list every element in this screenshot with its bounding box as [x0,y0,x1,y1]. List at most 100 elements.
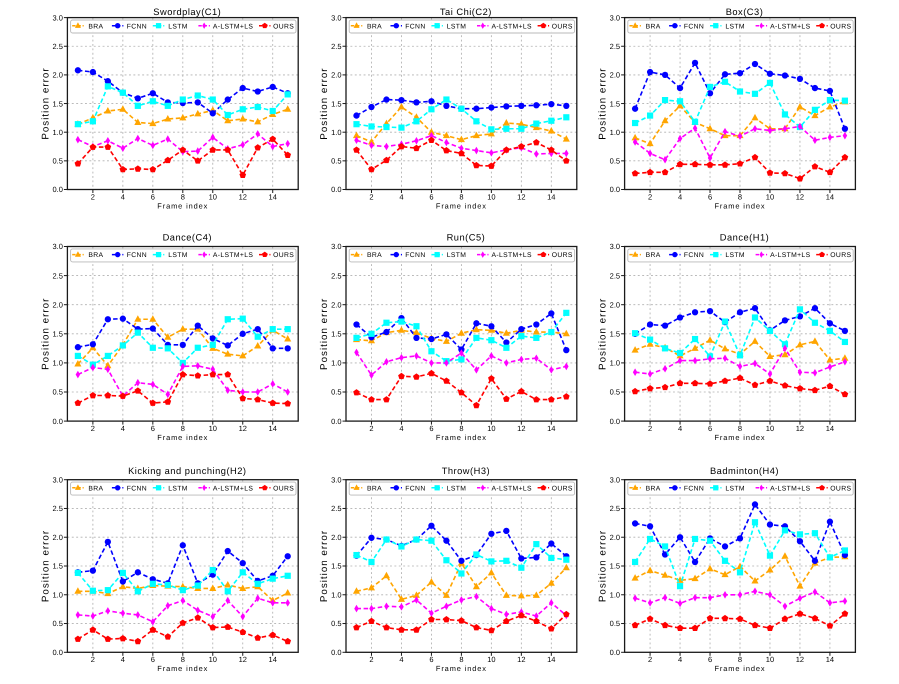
svg-text:1.0: 1.0 [52,128,62,137]
svg-text:1.0: 1.0 [610,590,620,599]
svg-text:Kicking and punching(H2): Kicking and punching(H2) [128,466,246,476]
svg-text:8: 8 [459,424,463,433]
svg-text:1.0: 1.0 [610,359,620,368]
svg-text:Frame index: Frame index [436,201,487,210]
svg-text:Frame index: Frame index [715,433,766,442]
svg-text:0.0: 0.0 [52,648,62,657]
svg-text:BRA: BRA [88,23,103,30]
svg-text:3.0: 3.0 [52,13,62,22]
svg-text:2.5: 2.5 [331,271,341,280]
svg-text:6: 6 [151,655,155,664]
svg-text:FCNN: FCNN [405,252,425,259]
svg-text:10: 10 [209,192,217,201]
svg-text:2.5: 2.5 [331,504,341,513]
svg-text:6: 6 [708,424,712,433]
svg-text:0.0: 0.0 [331,417,341,426]
svg-text:1.5: 1.5 [610,99,620,108]
svg-text:FCNN: FCNN [127,23,147,30]
svg-text:Badminton(H4): Badminton(H4) [710,466,779,476]
svg-text:2.5: 2.5 [610,504,620,513]
svg-text:14: 14 [269,424,277,433]
svg-text:BRA: BRA [88,252,103,259]
svg-text:12: 12 [796,424,804,433]
svg-text:OURS: OURS [273,252,294,259]
svg-text:1.5: 1.5 [331,99,341,108]
svg-text:8: 8 [738,424,742,433]
svg-text:12: 12 [239,655,247,664]
svg-text:12: 12 [517,192,525,201]
svg-text:8: 8 [459,192,463,201]
svg-text:1.5: 1.5 [52,99,62,108]
svg-text:14: 14 [826,192,834,201]
svg-text:2.5: 2.5 [610,271,620,280]
svg-text:8: 8 [459,655,463,664]
svg-text:LSTM: LSTM [725,23,745,30]
svg-text:12: 12 [239,424,247,433]
svg-text:2.5: 2.5 [331,42,341,51]
svg-text:Frame index: Frame index [157,201,208,210]
svg-text:Position error: Position error [40,67,51,139]
svg-text:Frame index: Frame index [715,201,766,210]
svg-text:A-LSTM+LS: A-LSTM+LS [770,485,810,492]
svg-text:LSTM: LSTM [168,485,188,492]
svg-text:10: 10 [766,192,774,201]
svg-text:2.5: 2.5 [610,42,620,51]
svg-text:Position error: Position error [40,298,51,370]
svg-text:0.0: 0.0 [610,417,620,426]
svg-text:BRA: BRA [646,485,661,492]
svg-text:OURS: OURS [552,252,573,259]
svg-text:1.0: 1.0 [610,128,620,137]
svg-text:OURS: OURS [830,23,851,30]
svg-text:LSTM: LSTM [447,485,467,492]
svg-text:8: 8 [181,424,185,433]
svg-text:8: 8 [181,655,185,664]
svg-text:2.0: 2.0 [331,533,341,542]
svg-text:0.0: 0.0 [331,648,341,657]
svg-text:10: 10 [766,655,774,664]
svg-text:Position error: Position error [319,298,330,370]
svg-text:14: 14 [826,424,834,433]
svg-text:3.0: 3.0 [331,242,341,251]
svg-text:0.5: 0.5 [331,388,341,397]
svg-text:12: 12 [517,424,525,433]
svg-text:1.5: 1.5 [331,330,341,339]
svg-text:4: 4 [678,192,682,201]
svg-text:Dance(H1): Dance(H1) [720,233,769,243]
svg-text:OURS: OURS [552,485,573,492]
svg-text:OURS: OURS [830,252,851,259]
svg-text:2: 2 [369,655,373,664]
svg-text:BRA: BRA [367,252,382,259]
svg-text:2.0: 2.0 [610,533,620,542]
svg-text:3.0: 3.0 [331,475,341,484]
svg-text:0.5: 0.5 [331,157,341,166]
svg-text:12: 12 [796,192,804,201]
svg-text:1.5: 1.5 [610,562,620,571]
svg-text:1.0: 1.0 [52,590,62,599]
svg-text:A-LSTM+LS: A-LSTM+LS [492,485,532,492]
svg-text:4: 4 [399,424,403,433]
svg-text:Position error: Position error [598,530,609,602]
svg-text:Box(C3): Box(C3) [726,7,764,17]
svg-text:A-LSTM+LS: A-LSTM+LS [492,252,532,259]
svg-text:LSTM: LSTM [168,23,188,30]
svg-text:2: 2 [648,424,652,433]
svg-text:2.0: 2.0 [331,71,341,80]
svg-text:Swordplay(C1): Swordplay(C1) [153,7,221,17]
svg-text:1.0: 1.0 [52,359,62,368]
svg-text:4: 4 [121,192,125,201]
svg-text:A-LSTM+LS: A-LSTM+LS [770,252,810,259]
svg-text:4: 4 [399,192,403,201]
svg-text:0.5: 0.5 [52,619,62,628]
svg-text:OURS: OURS [273,485,294,492]
svg-text:6: 6 [429,655,433,664]
svg-text:1.5: 1.5 [52,562,62,571]
svg-text:FCNN: FCNN [684,485,704,492]
svg-text:14: 14 [269,655,277,664]
svg-text:Dance(C4): Dance(C4) [163,233,212,243]
svg-text:0.0: 0.0 [52,417,62,426]
svg-text:Position error: Position error [319,67,330,139]
svg-text:2.0: 2.0 [52,71,62,80]
svg-text:Position error: Position error [598,67,609,139]
svg-text:10: 10 [487,192,495,201]
svg-text:Frame index: Frame index [715,664,766,673]
